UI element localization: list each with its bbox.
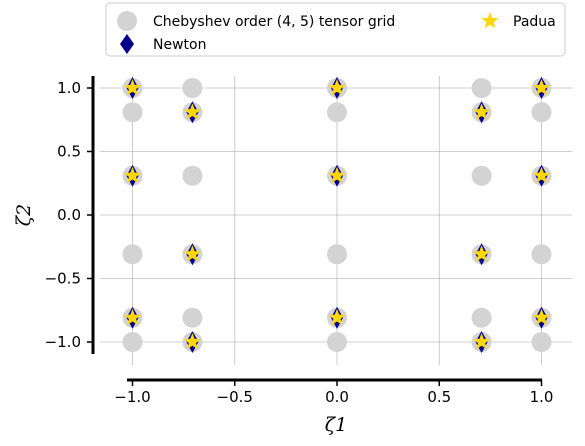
y-axis-label: ζ2	[13, 204, 35, 226]
padua-point	[183, 245, 201, 262]
y-tick-label: −1.0	[45, 333, 81, 351]
legend-marker-newton	[120, 34, 134, 54]
chebyshev-point	[531, 102, 552, 123]
chebyshev-point	[531, 332, 552, 352]
chebyshev-point	[122, 332, 143, 352]
data-marks	[122, 77, 552, 353]
x-tick-label: −0.5	[217, 388, 253, 406]
chebyshev-point	[182, 307, 203, 328]
chebyshev-point	[531, 244, 552, 265]
chebyshev-point	[471, 78, 492, 98]
x-tick-label: 0.5	[427, 388, 451, 406]
padua-point	[328, 308, 346, 326]
padua-point	[123, 308, 142, 326]
x-tick-label: 1.0	[530, 388, 554, 406]
axes	[91, 76, 542, 382]
x-tick-label: 0.0	[325, 388, 349, 406]
legend-marker-chebyshev	[117, 11, 137, 31]
chebyshev-point	[327, 332, 347, 352]
chebyshev-point	[471, 307, 492, 328]
legend-label-padua: Padua	[513, 14, 556, 30]
chebyshev-point	[122, 244, 143, 265]
legend-marker-padua	[481, 12, 499, 29]
chebyshev-point	[327, 244, 347, 265]
y-tick-label: −0.5	[45, 270, 81, 288]
padua-point	[183, 103, 201, 120]
x-tick-label: −1.0	[114, 388, 150, 406]
padua-point	[532, 79, 551, 96]
y-tick-label: 0.0	[57, 206, 81, 224]
padua-point	[123, 79, 142, 96]
padua-point	[473, 333, 491, 350]
padua-point	[183, 333, 201, 350]
chebyshev-point	[327, 102, 347, 123]
y-tick-label: 0.5	[57, 143, 81, 161]
padua-point	[328, 166, 346, 184]
legend-box	[105, 2, 566, 57]
legend-label-newton: Newton	[153, 37, 206, 53]
padua-point	[532, 166, 551, 184]
chebyshev-point	[182, 165, 203, 186]
padua-point	[532, 308, 551, 326]
chebyshev-point	[471, 165, 492, 186]
legend-label-chebyshev: Chebyshev order (4, 5) tensor grid	[153, 14, 395, 30]
y-tick-label: 1.0	[57, 79, 81, 97]
padua-point	[123, 166, 142, 184]
chebyshev-point	[122, 102, 143, 123]
padua-point	[473, 245, 491, 262]
padua-point	[473, 103, 491, 120]
chebyshev-point	[182, 78, 203, 98]
padua-point	[328, 79, 346, 96]
ticks: −1.0 −0.5 0.0 0.5 1.0 −1.0 −0.5 0.0 0.5 1.0	[45, 79, 554, 406]
legend: Chebyshev order (4, 5) tensor grid Newto…	[105, 2, 566, 57]
x-axis-label: ζ1	[325, 414, 347, 436]
